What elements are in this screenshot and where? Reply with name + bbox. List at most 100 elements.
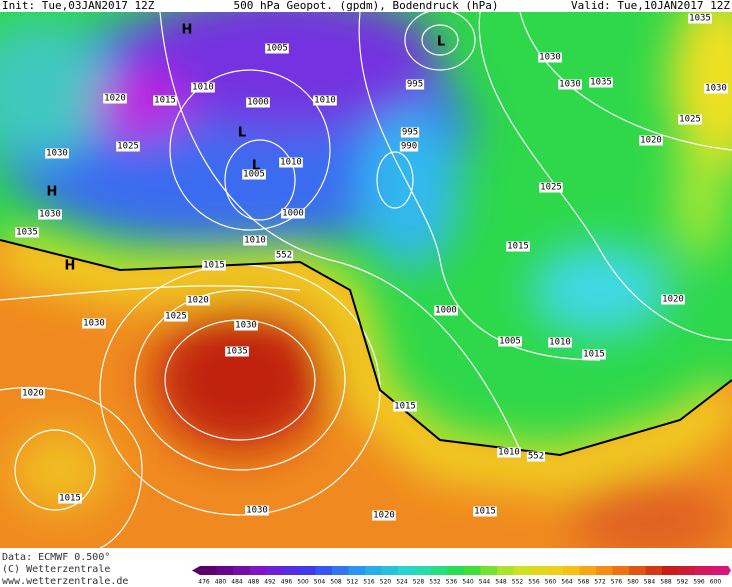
label-box bbox=[82, 318, 106, 329]
label-box bbox=[103, 93, 127, 104]
isobar-label: 1005 bbox=[266, 44, 288, 54]
isobar-label: 1035 bbox=[16, 228, 38, 238]
isobar-label: 1010 bbox=[280, 158, 302, 168]
isobar-label: 1030 bbox=[39, 210, 61, 220]
label-box bbox=[497, 447, 521, 458]
colorbar-cell bbox=[249, 566, 267, 575]
data-source: Data: ECMWF 0.500° bbox=[2, 552, 110, 563]
isobar-label: 1025 bbox=[117, 142, 139, 152]
isobar-label: 1005 bbox=[499, 337, 521, 347]
colorbar-cell bbox=[332, 566, 349, 575]
label-box bbox=[704, 83, 728, 94]
colorbar-cell bbox=[381, 566, 399, 575]
colorbar-cell bbox=[480, 566, 498, 575]
colorbar-cell bbox=[513, 566, 531, 575]
isobar-label: 1020 bbox=[104, 94, 126, 104]
colorbar-label: 560 bbox=[545, 579, 557, 586]
label-box bbox=[38, 209, 62, 220]
label-box bbox=[225, 346, 249, 357]
isobar-label: 1035 bbox=[590, 78, 612, 88]
label-box bbox=[245, 505, 269, 516]
map-labels: 1005 1020 1015 1010 1000 1010 1025 1030 1010 1005… bbox=[15, 13, 728, 521]
label-box bbox=[45, 148, 69, 159]
label-box bbox=[153, 95, 177, 106]
label-box bbox=[393, 401, 417, 412]
pressure-system: H bbox=[182, 23, 193, 38]
label-box bbox=[399, 141, 419, 152]
isobar-label: 1020 bbox=[187, 296, 209, 306]
label-box bbox=[678, 114, 702, 125]
label-box bbox=[400, 127, 420, 138]
colorbar-label: 544 bbox=[479, 579, 491, 586]
colorbar-label: 512 bbox=[347, 579, 359, 586]
label-box bbox=[639, 135, 663, 146]
colorbar-arrow-right bbox=[728, 566, 731, 575]
colorbar-label: 500 bbox=[297, 579, 309, 586]
isobar-label: 1015 bbox=[203, 261, 225, 271]
colorbar-label: 564 bbox=[561, 579, 573, 586]
colorbar-label: 504 bbox=[314, 579, 326, 586]
isobar-label: 1015 bbox=[59, 494, 81, 504]
colorbar-cell bbox=[233, 566, 250, 575]
colorbar-label: 524 bbox=[396, 579, 408, 586]
copyright: (C) Wetterzentrale bbox=[2, 564, 110, 575]
colorbar-cell bbox=[662, 566, 679, 575]
label-box bbox=[274, 250, 294, 261]
label-box bbox=[234, 320, 258, 331]
colorbar-label: 580 bbox=[627, 579, 639, 586]
isobar-label: 1015 bbox=[507, 242, 529, 252]
isobar-label: 1025 bbox=[540, 183, 562, 193]
colorbar-label: 572 bbox=[594, 579, 606, 586]
colorbar-cell bbox=[266, 566, 283, 575]
isobar-label: 995 bbox=[402, 128, 418, 138]
isobar-label: 1030 bbox=[559, 80, 581, 90]
isobar-label: 1030 bbox=[705, 84, 727, 94]
colorbar-cell bbox=[579, 566, 597, 575]
valid-time: Valid: Tue,10JAN2017 12Z bbox=[571, 0, 730, 12]
label-box bbox=[372, 510, 396, 521]
isobar-label: 1005 bbox=[243, 170, 265, 180]
colorbar-cell bbox=[464, 566, 481, 575]
init-time: Init: Tue,03JAN2017 12Z bbox=[2, 0, 155, 12]
label-box bbox=[265, 43, 289, 54]
label-box bbox=[558, 79, 582, 90]
label-box bbox=[688, 13, 712, 24]
colorbar-label: 588 bbox=[660, 579, 672, 586]
colorbar-cell bbox=[398, 566, 415, 575]
label-box bbox=[548, 337, 572, 348]
colorbar-cell bbox=[629, 566, 646, 575]
colorbar-cell bbox=[695, 566, 712, 575]
label-box bbox=[582, 349, 606, 360]
colorbar-cell bbox=[530, 566, 547, 575]
isobar-label: 1000 bbox=[282, 209, 304, 219]
colorbar-cell bbox=[497, 566, 514, 575]
isobar-label: 552 bbox=[528, 452, 544, 462]
isobar-label: 1015 bbox=[154, 96, 176, 106]
colorbar-cell bbox=[282, 566, 300, 575]
colorbar-label: 540 bbox=[462, 579, 474, 586]
label-box bbox=[473, 506, 497, 517]
label-box bbox=[202, 260, 226, 271]
label-box bbox=[661, 294, 685, 305]
isobar-label: 1010 bbox=[244, 236, 266, 246]
colorbar-label: 600 bbox=[710, 579, 722, 586]
colorbar-label: 568 bbox=[578, 579, 590, 586]
colorbar-label: 496 bbox=[281, 579, 293, 586]
label-box bbox=[589, 77, 613, 88]
colorbar-label: 596 bbox=[693, 579, 705, 586]
isobar-label: 1025 bbox=[679, 115, 701, 125]
colorbar-cell bbox=[563, 566, 580, 575]
isobar-label: 1030 bbox=[539, 53, 561, 63]
isobar-label: 1010 bbox=[549, 338, 571, 348]
colorbar-cell bbox=[315, 566, 333, 575]
colorbar-cell bbox=[414, 566, 432, 575]
label-box bbox=[242, 169, 266, 180]
label-box bbox=[243, 235, 267, 246]
label-box bbox=[405, 79, 425, 90]
isobar-label: 1020 bbox=[373, 511, 395, 521]
isobar-label: 1030 bbox=[246, 506, 268, 516]
label-box bbox=[313, 95, 337, 106]
colorbar-cell bbox=[447, 566, 465, 575]
isobar-label: 1015 bbox=[474, 507, 496, 517]
